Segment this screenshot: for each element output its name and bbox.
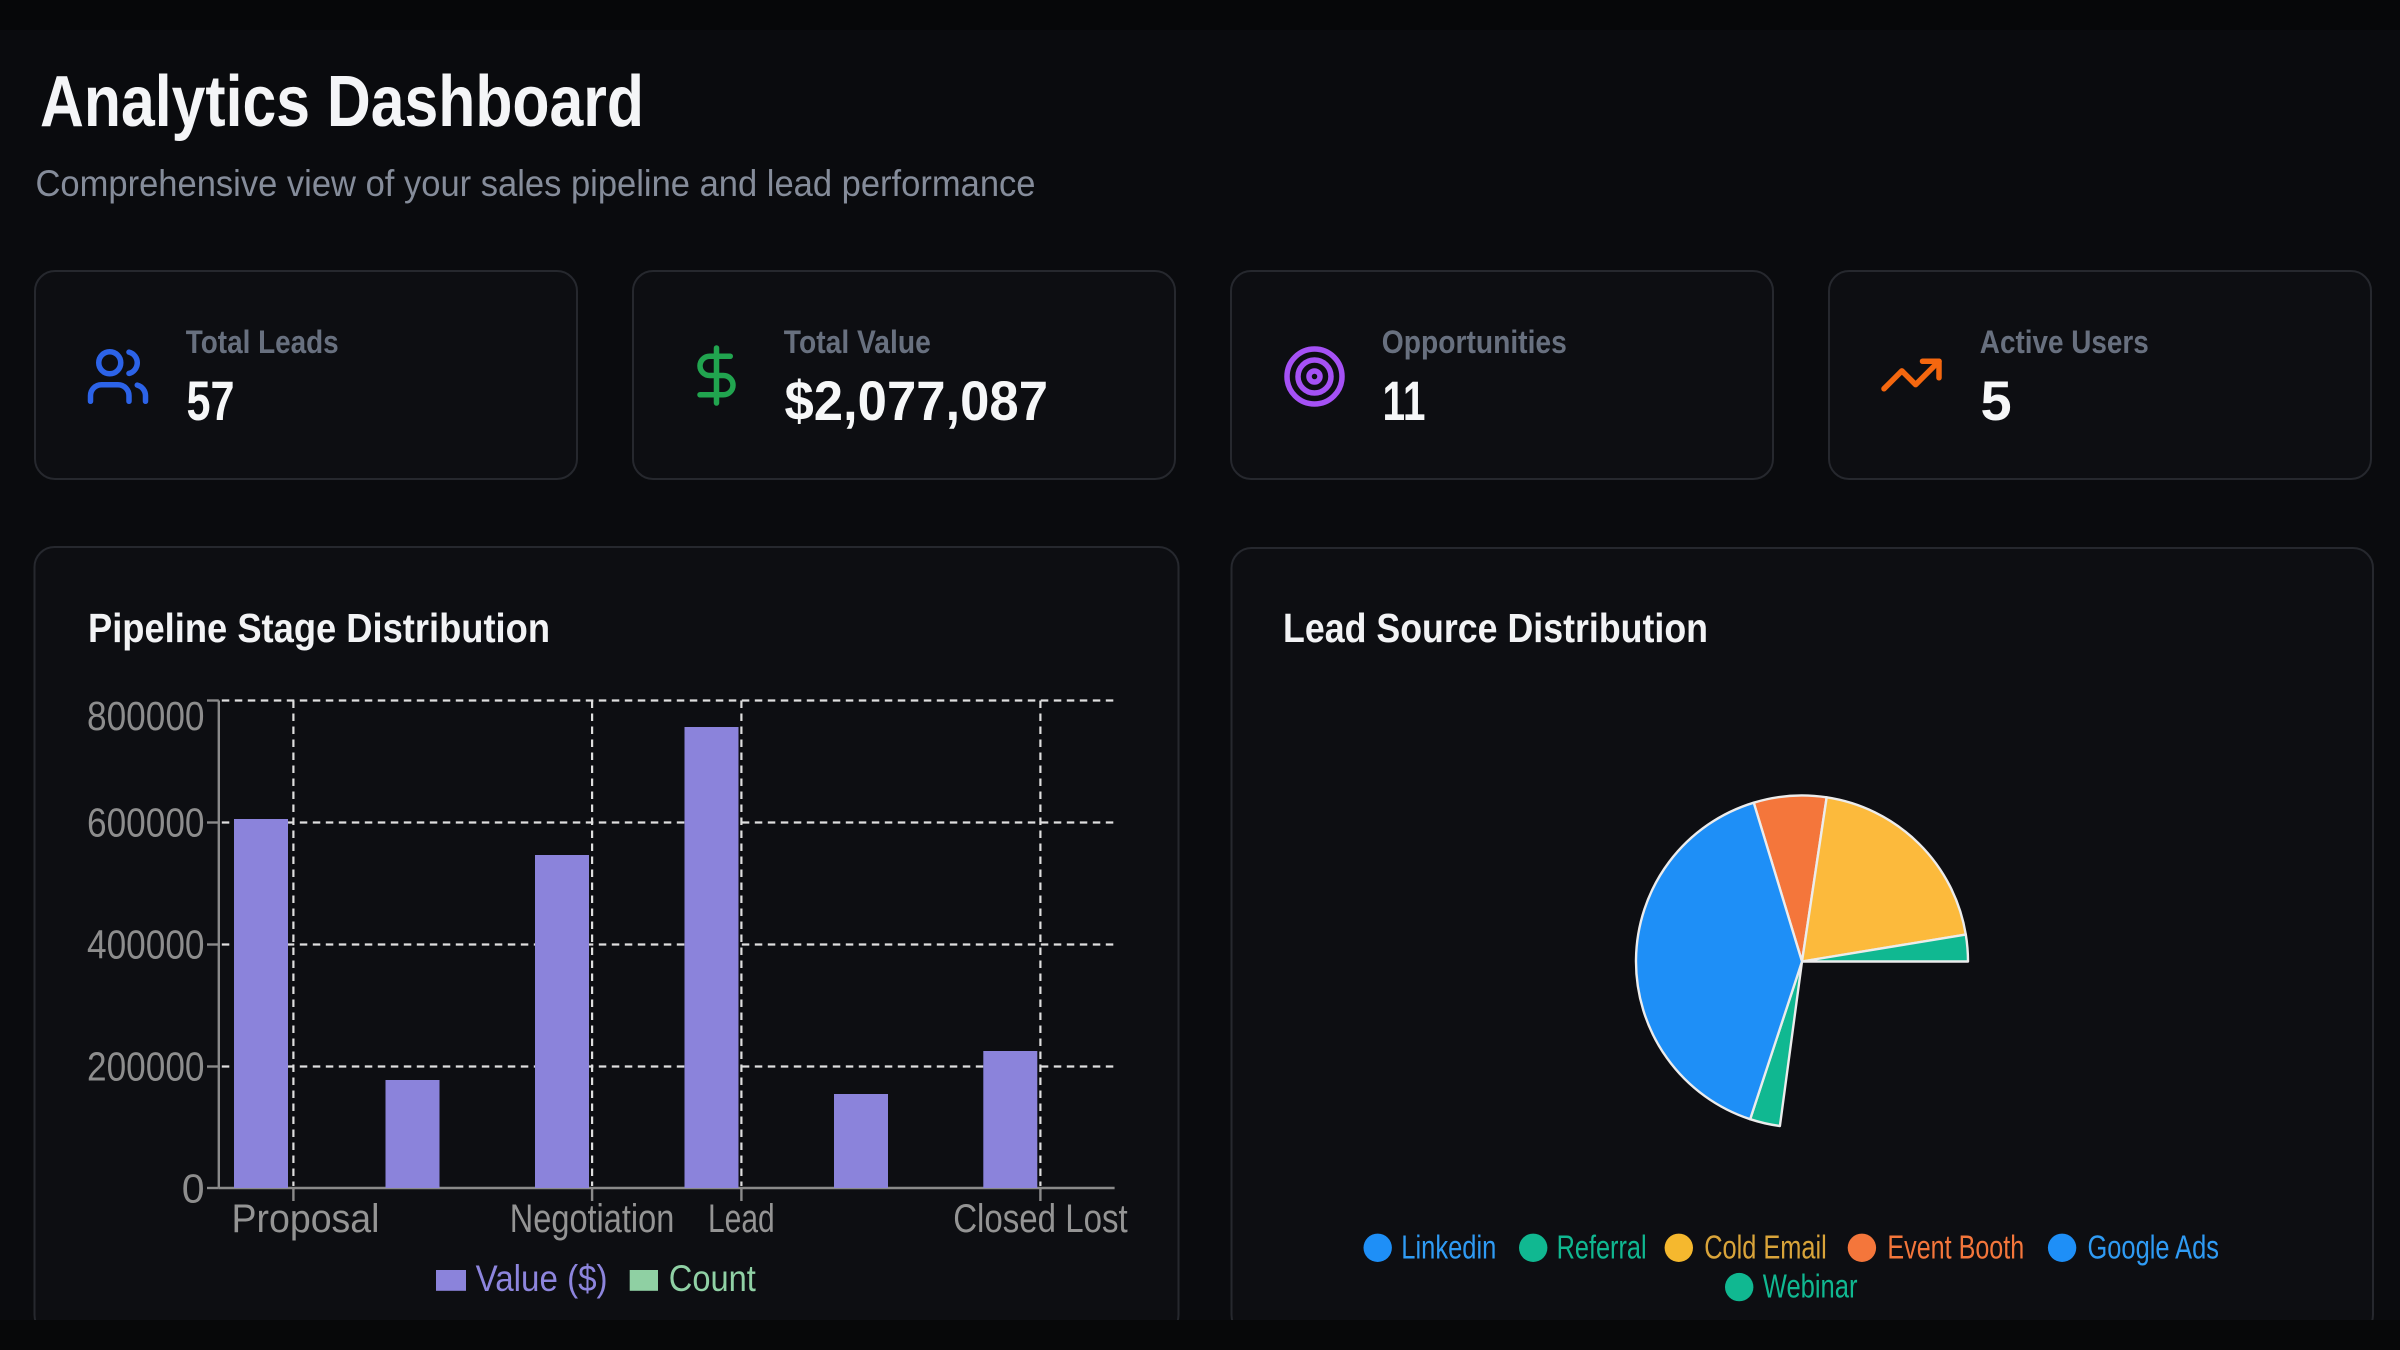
svg-text:Opportunities: Opportunities <box>1382 324 1567 360</box>
svg-text:600000: 600000 <box>87 799 205 845</box>
svg-text:Cold Email: Cold Email <box>1704 1228 1827 1265</box>
svg-text:Lead: Lead <box>708 1197 775 1241</box>
svg-text:Count: Count <box>669 1258 757 1299</box>
svg-text:0: 0 <box>182 1166 205 1212</box>
svg-text:Linkedin: Linkedin <box>1401 1228 1496 1265</box>
svg-text:200000: 200000 <box>87 1043 205 1089</box>
svg-text:Pipeline Stage Distribution: Pipeline Stage Distribution <box>88 605 550 651</box>
svg-text:Total Leads: Total Leads <box>186 324 339 360</box>
svg-text:Value ($): Value ($) <box>476 1258 608 1299</box>
svg-text:Total Value: Total Value <box>784 324 931 360</box>
svg-text:Analytics Dashboard: Analytics Dashboard <box>40 62 644 142</box>
svg-text:Comprehensive view of your sal: Comprehensive view of your sales pipelin… <box>36 163 1036 204</box>
svg-text:Event Booth: Event Booth <box>1887 1228 2024 1265</box>
svg-text:Active Users: Active Users <box>1980 324 2149 360</box>
svg-text:5: 5 <box>1981 369 2012 432</box>
svg-text:11: 11 <box>1383 369 1426 432</box>
svg-text:Referral: Referral <box>1557 1228 1647 1265</box>
svg-text:$2,077,087: $2,077,087 <box>785 369 1049 432</box>
svg-text:Negotiation: Negotiation <box>510 1197 675 1241</box>
svg-text:57: 57 <box>187 369 235 432</box>
svg-text:Google Ads: Google Ads <box>2088 1228 2220 1265</box>
svg-text:Closed Lost: Closed Lost <box>953 1197 1127 1241</box>
svg-text:Proposal: Proposal <box>232 1197 380 1241</box>
svg-text:400000: 400000 <box>87 921 205 967</box>
svg-text:Lead Source Distribution: Lead Source Distribution <box>1283 605 1708 651</box>
svg-text:Webinar: Webinar <box>1763 1268 1858 1305</box>
svg-text:800000: 800000 <box>87 693 205 739</box>
